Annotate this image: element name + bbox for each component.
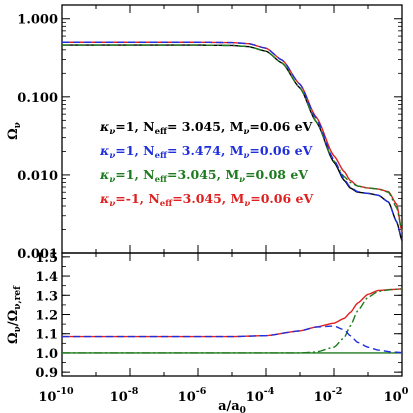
y-axis-label-bottom: Ων/Ων,ref — [6, 285, 23, 344]
y-tick-label: 1.4 — [35, 270, 58, 285]
top-panel: 1.000 0.100 0.010 0.001 Ων κν=1, Neff= 3.045,… — [6, 4, 403, 262]
series-line-2 — [62, 44, 403, 232]
x-tick-label: 100 — [384, 386, 409, 405]
y-axis-label-top: Ων — [6, 122, 23, 140]
series-line-3 — [62, 325, 403, 354]
legend-entry: κν=-1, Neff=3.045, Mν=0.06 eV — [99, 191, 313, 209]
y-tick-label: 1.5 — [35, 251, 58, 266]
y-tick-label: 1.1 — [35, 328, 58, 343]
x-tick-label: 10-2 — [314, 386, 343, 405]
y-tick-label: 0.001 — [17, 247, 58, 262]
x-tick-label: 10-6 — [178, 386, 207, 405]
series-line-3 — [62, 41, 403, 240]
y-tick-label: 0.010 — [17, 169, 58, 184]
y-tick-label: 0.9 — [35, 366, 58, 381]
x-tick-label: 10-8 — [110, 386, 139, 405]
series-line-1 — [62, 288, 403, 338]
legend-entry: κν=1, Neff= 3.045, Mν=0.06 eV — [99, 119, 313, 137]
bottom-panel: 0.9 1.0 1.1 1.2 1.3 1.4 1.5 10-10 10-8 10-6 10-4 10… — [6, 251, 409, 413]
x-axis-label: a/a0 — [218, 399, 246, 413]
y-tick-label: 1.000 — [17, 13, 58, 28]
x-tick-label: 10-4 — [246, 386, 275, 405]
y-tick-label: 1.3 — [35, 289, 58, 304]
x-tick-label: 10-10 — [38, 386, 74, 405]
y-tick-label: 1.2 — [35, 309, 58, 324]
legend-entry: κν=1, Neff= 3.474, Mν=0.06 eV — [99, 143, 313, 161]
y-tick-label: 1.0 — [35, 347, 58, 362]
plot-frame — [61, 252, 403, 377]
legend-entry: κν=1, Neff=3.045, Mν=0.08 eV — [99, 167, 308, 185]
series-line-2 — [62, 288, 403, 354]
y-tick-label: 0.100 — [17, 91, 58, 106]
